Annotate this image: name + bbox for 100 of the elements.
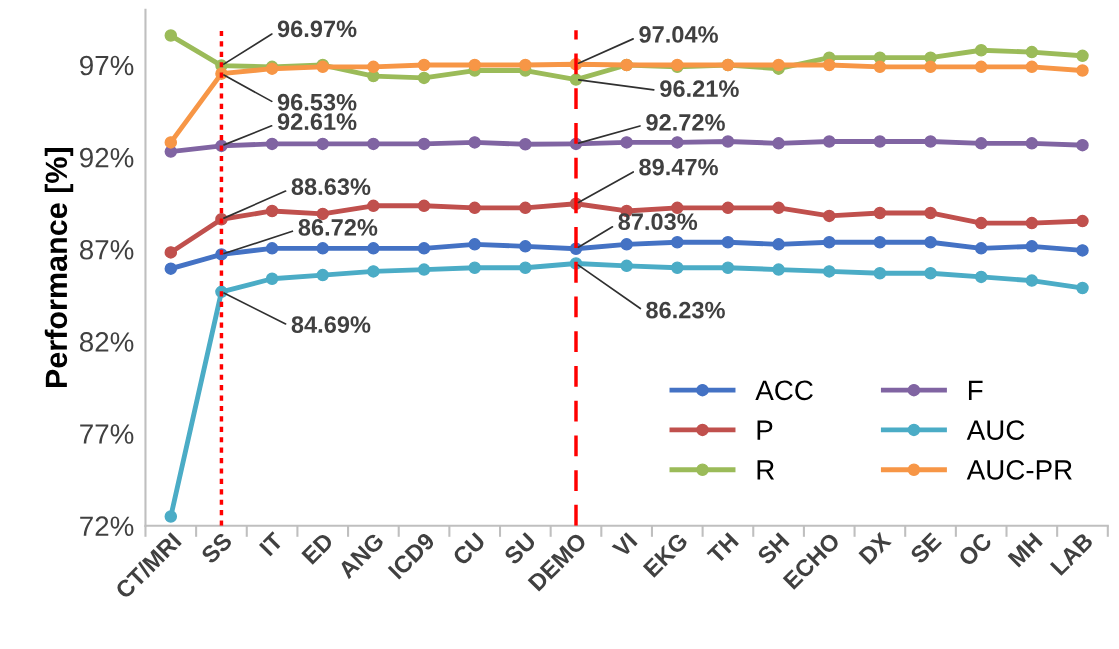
point <box>671 136 684 149</box>
point <box>316 242 329 255</box>
point <box>164 136 178 149</box>
point <box>468 136 481 149</box>
point <box>519 58 532 72</box>
point <box>772 263 785 276</box>
point <box>873 266 887 280</box>
legend-label: ACC <box>755 380 813 401</box>
point <box>873 60 887 74</box>
point <box>974 44 988 57</box>
x-tick-label: TH <box>706 532 739 565</box>
annotation: 96.53% <box>277 93 357 111</box>
point <box>924 206 937 220</box>
annotation: 89.47% <box>639 158 718 176</box>
point <box>924 135 937 148</box>
legend-label: AUC <box>966 420 1025 440</box>
point <box>468 201 481 215</box>
annotation: 92.72% <box>646 114 725 131</box>
x-tick-label: VI <box>611 532 638 559</box>
legend-label: P <box>757 420 773 440</box>
x-tick-label: MH <box>1007 532 1043 568</box>
point <box>417 263 431 276</box>
point <box>1076 281 1089 295</box>
point <box>1025 240 1039 253</box>
point <box>265 137 279 151</box>
annotation: 96.21% <box>660 80 739 98</box>
x-tick-label: IT <box>258 531 285 557</box>
y-tick-label: 92% <box>80 147 134 168</box>
point <box>924 236 937 249</box>
point <box>620 136 633 149</box>
point <box>1025 60 1039 74</box>
point <box>974 137 988 150</box>
point <box>721 135 735 148</box>
point <box>1076 214 1089 228</box>
point <box>1076 138 1089 152</box>
point <box>367 137 380 151</box>
point <box>822 209 836 223</box>
point <box>164 246 178 259</box>
point <box>1076 64 1089 77</box>
point <box>721 236 735 249</box>
point <box>265 272 279 286</box>
point <box>721 201 735 215</box>
annotation: 84.69% <box>291 316 371 333</box>
x-tick-label: OC <box>957 531 993 568</box>
point <box>620 238 633 251</box>
point <box>367 265 380 278</box>
point <box>974 270 988 284</box>
annotation: 97.04% <box>639 26 718 43</box>
point <box>1025 216 1039 230</box>
point <box>822 58 836 72</box>
point <box>1076 49 1089 63</box>
point <box>367 242 380 255</box>
point <box>519 261 532 274</box>
point <box>417 71 431 85</box>
point <box>367 60 380 74</box>
point <box>822 236 836 249</box>
point <box>873 135 887 148</box>
x-tick-label: ED <box>301 531 335 565</box>
point <box>468 58 481 72</box>
point <box>164 262 178 275</box>
point <box>316 268 329 282</box>
point <box>924 60 937 74</box>
point <box>772 201 785 215</box>
point <box>671 236 684 249</box>
point <box>468 238 481 251</box>
y-axis-title: Performance [%] <box>44 148 74 388</box>
point <box>417 58 431 72</box>
point <box>822 265 836 278</box>
point <box>772 58 785 72</box>
point <box>1025 274 1039 287</box>
point <box>924 266 937 280</box>
annotation: 96.97% <box>277 20 357 38</box>
point <box>417 242 431 255</box>
point <box>974 60 988 74</box>
point <box>1025 45 1039 59</box>
point <box>721 261 735 274</box>
point <box>519 138 532 151</box>
point <box>620 259 633 273</box>
annotation: 87.03% <box>618 213 698 231</box>
legend-label: AUC-PR <box>966 460 1072 480</box>
point <box>974 242 988 255</box>
x-tick-label: CU <box>451 532 486 567</box>
point <box>265 204 279 218</box>
point <box>873 206 887 220</box>
x-tick-label: SS <box>200 531 234 565</box>
point <box>164 29 178 42</box>
point <box>873 236 887 249</box>
point <box>519 201 532 215</box>
annotation: 86.72% <box>298 219 378 236</box>
point <box>671 261 684 274</box>
point <box>772 137 785 150</box>
y-tick-label: 82% <box>79 332 134 352</box>
point <box>1025 137 1039 150</box>
point <box>1076 244 1089 257</box>
y-tick-label: 87% <box>79 239 134 260</box>
point <box>519 240 532 253</box>
point <box>265 242 279 255</box>
point <box>417 199 431 213</box>
x-tick-label: DX <box>858 531 892 565</box>
annotation: 88.63% <box>291 178 371 196</box>
